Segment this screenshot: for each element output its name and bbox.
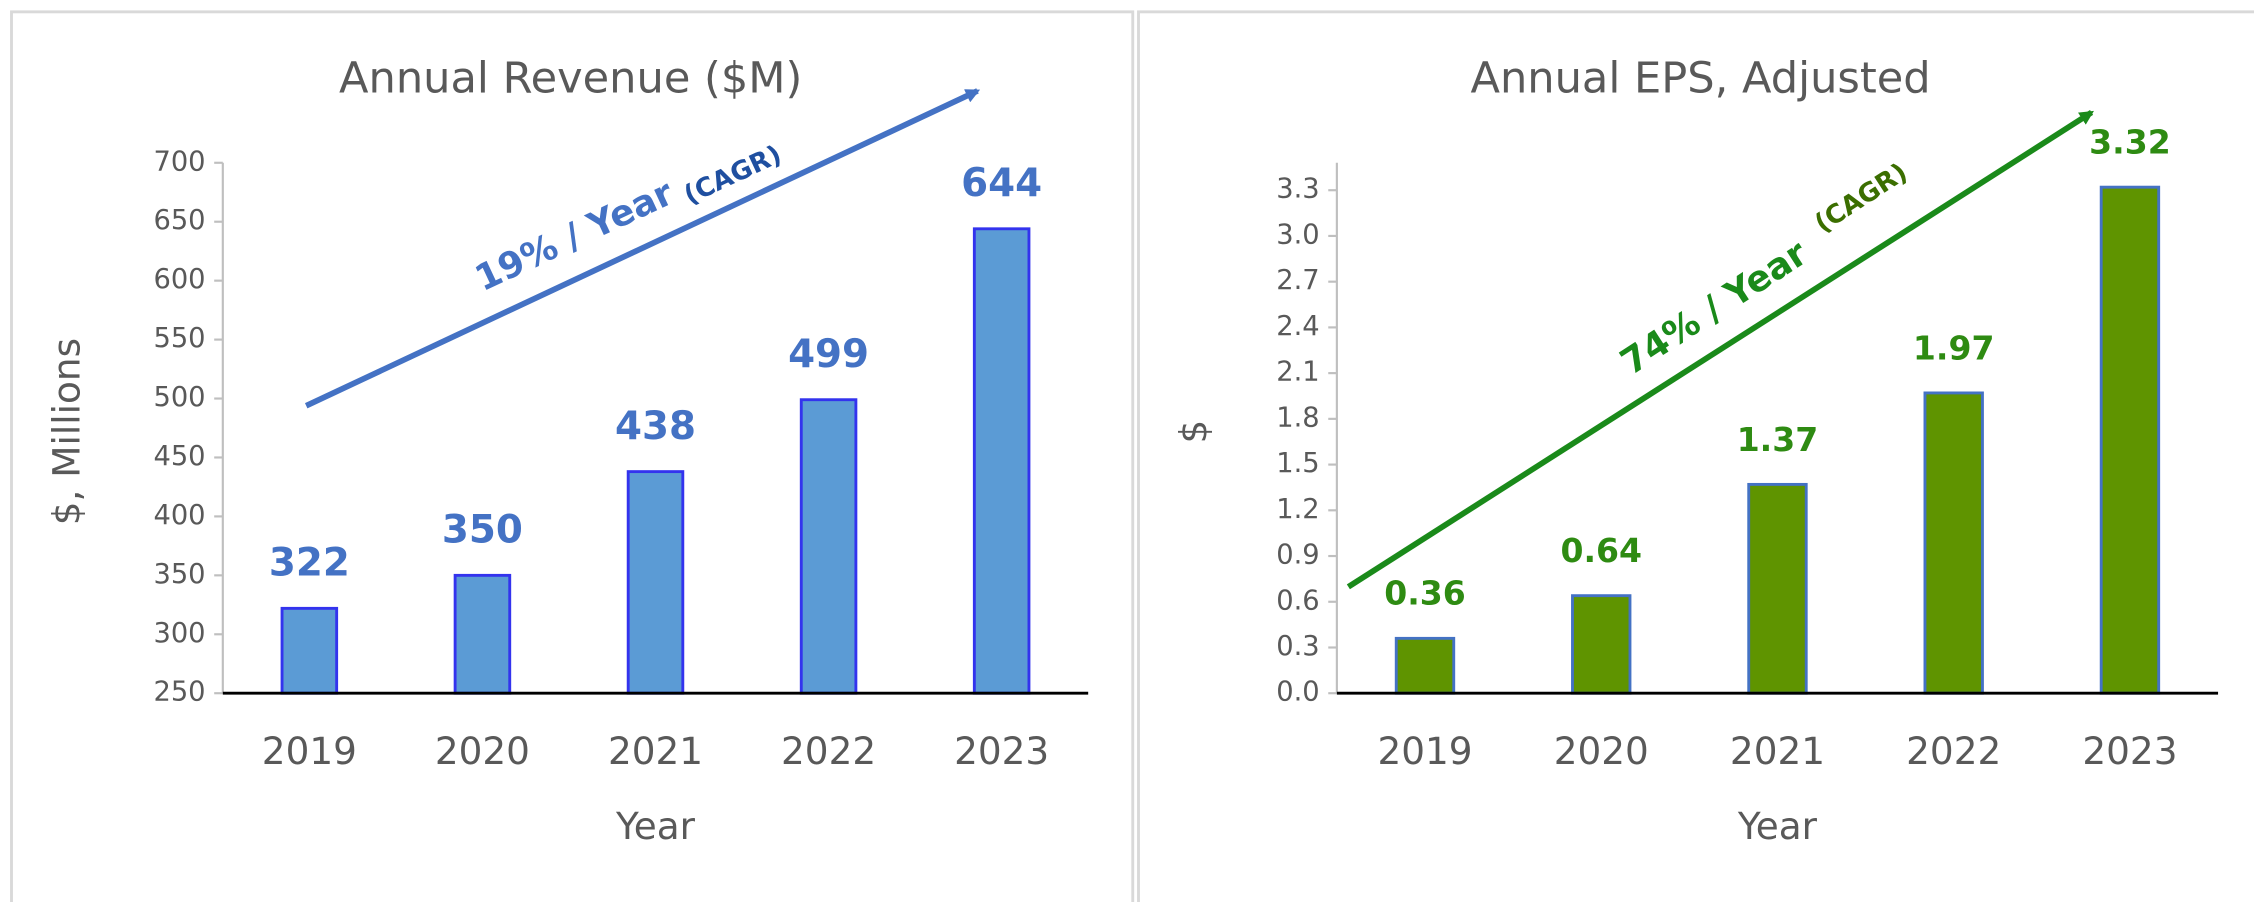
x-tick-label: 2022 — [1906, 729, 2001, 773]
y-tick-label: 2.7 — [1276, 265, 1319, 296]
y-tick-label: 3.0 — [1276, 219, 1319, 250]
y-tick-label: 2.4 — [1276, 311, 1319, 342]
y-tick-label: 0.9 — [1276, 540, 1319, 571]
y-tick-label: 350 — [153, 559, 205, 590]
bar — [1394, 636, 1456, 695]
y-axis-label: $, Millions — [44, 338, 88, 525]
x-tick-label: 2019 — [1377, 729, 1472, 773]
bar — [972, 227, 1031, 695]
y-tick-label: 0.6 — [1276, 585, 1319, 616]
data-label: 0.64 — [1560, 531, 1642, 570]
x-tick-label: 2021 — [1730, 729, 1825, 773]
x-tick-label: 2020 — [1554, 729, 1649, 773]
x-axis-label: Year — [615, 804, 696, 848]
x-axis-label: Year — [1737, 804, 1818, 848]
data-label: 350 — [442, 508, 523, 553]
bar — [280, 606, 339, 695]
bar — [626, 470, 685, 695]
y-tick-label: 550 — [153, 323, 205, 354]
y-tick-label: 250 — [153, 677, 205, 708]
y-tick-label: 2.1 — [1276, 357, 1319, 388]
y-tick-label: 1.2 — [1276, 494, 1319, 525]
y-tick-label: 700 — [153, 146, 205, 177]
bar — [1571, 594, 1632, 695]
data-label: 438 — [615, 404, 696, 449]
y-tick-label: 450 — [153, 441, 205, 472]
bar — [1747, 482, 1808, 695]
data-label: 1.97 — [1913, 328, 1995, 367]
annotation-note: (CAGR) — [680, 140, 787, 211]
x-tick-label: 2021 — [608, 729, 703, 773]
y-tick-label: 400 — [153, 500, 205, 531]
data-label: 644 — [961, 161, 1042, 206]
data-label: 3.32 — [2089, 123, 2171, 162]
y-tick-label: 3.3 — [1276, 174, 1319, 205]
panel-border — [1137, 10, 2254, 902]
trend-arrow — [1346, 110, 2094, 590]
bar — [799, 398, 858, 695]
y-tick-label: 0.0 — [1276, 677, 1319, 708]
y-tick-label: 1.5 — [1276, 448, 1319, 479]
y-tick-label: 300 — [153, 618, 205, 649]
x-tick-label: 2023 — [954, 729, 1049, 773]
y-axis-label: $ — [1172, 420, 1216, 444]
x-tick-label: 2022 — [781, 729, 876, 773]
x-tick-label: 2020 — [435, 729, 530, 773]
annotation-note: (CAGR) — [1810, 157, 1913, 239]
y-tick-label: 600 — [153, 264, 205, 295]
bar — [1923, 391, 1984, 695]
bar — [453, 573, 512, 695]
data-label: 0.36 — [1384, 574, 1466, 613]
chart-title: Annual Revenue ($M) — [339, 53, 802, 103]
y-tick-label: 650 — [153, 205, 205, 236]
bar — [2099, 185, 2161, 695]
data-label: 322 — [269, 541, 350, 586]
trend-arrow — [304, 88, 981, 409]
data-label: 499 — [788, 332, 869, 377]
y-tick-label: 1.8 — [1276, 402, 1319, 433]
chart-title: Annual EPS, Adjusted — [1470, 53, 1930, 103]
data-label: 1.37 — [1737, 420, 1819, 459]
x-tick-label: 2023 — [2082, 729, 2177, 773]
x-tick-label: 2019 — [262, 729, 357, 773]
y-tick-label: 500 — [153, 382, 205, 413]
panel-border — [10, 10, 1135, 902]
y-tick-label: 0.3 — [1276, 631, 1319, 662]
